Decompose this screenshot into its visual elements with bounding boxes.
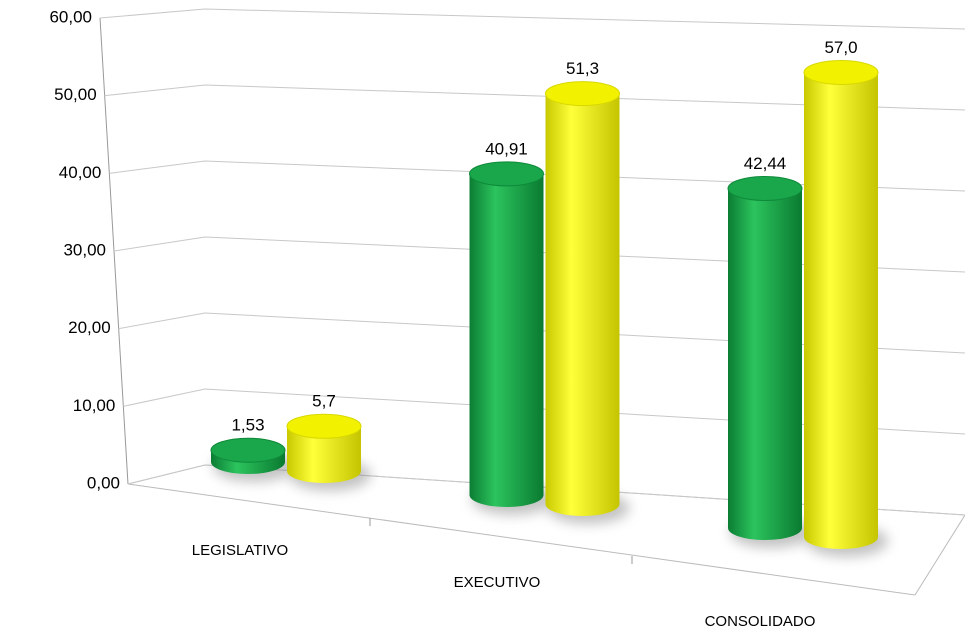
bar-top — [545, 81, 620, 107]
y-tick-label: 40,00 — [59, 163, 102, 182]
grid-line — [99, 8, 965, 30]
grid-line — [118, 312, 965, 354]
bar-top — [803, 59, 879, 85]
x-tick-label: CONSOLIDADO — [705, 613, 816, 630]
y-tick-label: 0,00 — [87, 473, 120, 492]
bar-top — [469, 161, 544, 187]
grid-line — [113, 236, 965, 273]
y-tick-label: 20,00 — [68, 318, 111, 337]
grid-line — [109, 160, 965, 192]
bar-top — [210, 437, 286, 463]
bar — [728, 188, 802, 541]
bar-top — [286, 413, 362, 439]
grid-line — [127, 464, 965, 516]
grid-line — [104, 84, 965, 111]
data-label: 51,3 — [566, 59, 599, 78]
y-tick-label: 10,00 — [73, 396, 116, 415]
bar — [287, 426, 361, 483]
y-tick-label: 60,00 — [49, 7, 92, 26]
data-label: 42,44 — [744, 154, 787, 173]
bar — [545, 93, 620, 516]
y-tick-label: 30,00 — [63, 240, 106, 259]
grid-line — [123, 388, 965, 435]
bar-top — [727, 175, 803, 201]
x-tick-label: EXECUTIVO — [454, 574, 541, 591]
data-label: 40,91 — [485, 139, 528, 158]
data-label: 57,0 — [824, 38, 857, 57]
data-label: 1,53 — [231, 416, 264, 435]
bar — [469, 173, 544, 507]
y-tick-label: 50,00 — [54, 85, 97, 104]
data-label: 5,7 — [312, 392, 336, 411]
bar — [804, 72, 878, 549]
x-tick-label: LEGISLATIVO — [192, 542, 288, 559]
